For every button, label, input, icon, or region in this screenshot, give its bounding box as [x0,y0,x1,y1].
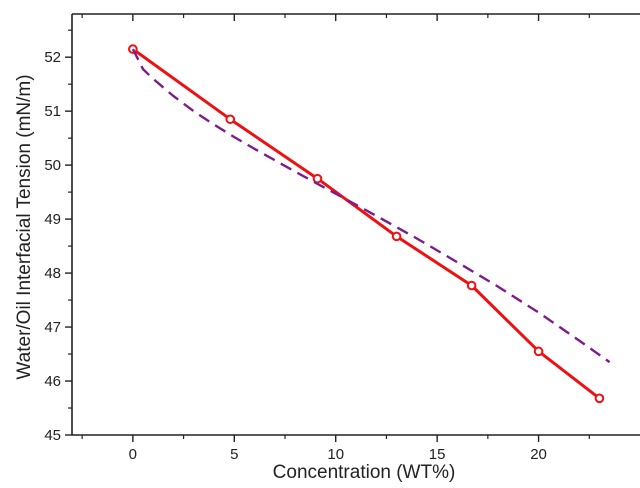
y-tick-label: 48 [44,265,61,282]
data-point [533,346,544,357]
y-tick-label: 45 [44,427,61,444]
data-point [391,231,402,242]
data-point [225,114,236,125]
data-point [594,393,605,404]
x-tick-label: 20 [530,446,547,463]
y-tick-label: 50 [44,157,61,174]
axes: 0 5 10 15 20 45 46 47 48 49 50 51 52 [44,13,640,463]
plot-area [128,44,611,404]
x-tick-label: 15 [429,446,446,463]
y-axis-title: Water/Oil Interfacial Tension (mN/m) [14,74,35,379]
y-tick-label: 46 [44,373,61,390]
x-tick-label: 5 [230,446,238,463]
y-tick-label: 49 [44,211,61,228]
x-axis-title: Concentration (WT%) [273,462,456,483]
data-point [466,280,477,291]
x-tick-label: 10 [327,446,344,463]
y-tick-label: 52 [44,49,61,66]
y-tick-label: 47 [44,319,61,336]
fit-curve-dashed [131,48,611,364]
data-line [132,47,601,400]
x-tick-label: 0 [129,446,137,463]
y-tick-label: 51 [44,103,61,120]
